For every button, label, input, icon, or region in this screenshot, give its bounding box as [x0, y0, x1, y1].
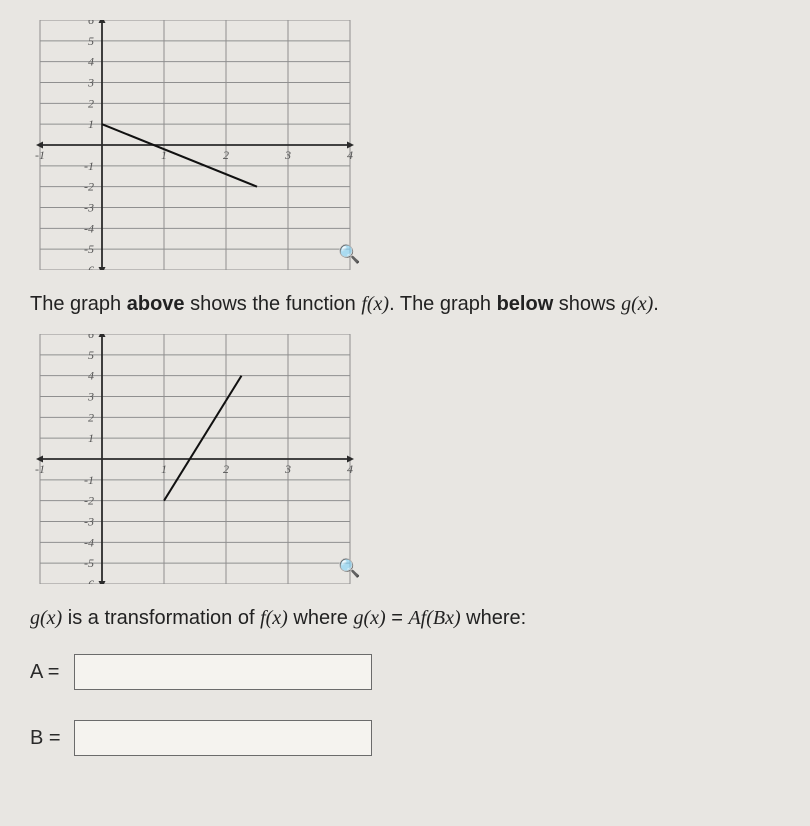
magnify-icon[interactable]: 🔍: [338, 244, 360, 265]
t2-gx: g(x): [30, 607, 62, 629]
svg-text:3: 3: [87, 390, 94, 404]
svg-text:3: 3: [284, 148, 291, 162]
t2-mid1: is a transformation of: [62, 607, 260, 629]
svg-text:-1: -1: [84, 159, 94, 173]
t2-mid2: where: [288, 607, 354, 629]
answer-row-a: A =: [30, 654, 790, 690]
t2-eqrhs: Af(Bx): [408, 607, 460, 629]
svg-text:5: 5: [88, 348, 94, 362]
svg-text:-3: -3: [84, 515, 94, 529]
svg-text:5: 5: [88, 34, 94, 48]
svg-text:2: 2: [88, 96, 94, 110]
svg-text:-2: -2: [84, 494, 94, 508]
svg-text:-4: -4: [84, 221, 94, 235]
chart-f: -11234-6-5-4-3-2-1123456 🔍: [30, 20, 790, 275]
t1-mid: shows the function: [185, 293, 362, 315]
t2-post: where:: [461, 607, 527, 629]
svg-text:4: 4: [88, 55, 94, 69]
svg-text:-2: -2: [84, 180, 94, 194]
a-input[interactable]: [74, 654, 372, 690]
svg-text:4: 4: [88, 369, 94, 383]
svg-text:-4: -4: [84, 535, 94, 549]
a-label: A =: [30, 661, 74, 684]
svg-text:4: 4: [347, 148, 353, 162]
t1-gx: g(x): [621, 293, 653, 315]
svg-text:-1: -1: [35, 462, 45, 476]
svg-text:-1: -1: [35, 148, 45, 162]
t2-eqeq: =: [386, 607, 409, 629]
answer-row-b: B =: [30, 720, 790, 756]
svg-text:2: 2: [223, 462, 229, 476]
t2-eqlhs: g(x): [353, 607, 385, 629]
svg-text:-5: -5: [84, 556, 94, 570]
svg-text:1: 1: [88, 117, 94, 131]
prompt-transformation: g(x) is a transformation of f(x) where g…: [30, 607, 790, 630]
magnify-icon[interactable]: 🔍: [338, 558, 360, 579]
t1-end: .: [653, 293, 659, 315]
t2-fx: f(x): [260, 607, 288, 629]
chart-g: -1 1 2 3 4 -6 -5 -4 -3 -2 -1 1 2 3 4 5 6 🔍: [30, 334, 790, 589]
svg-text:2: 2: [88, 410, 94, 424]
t1-post: shows: [553, 293, 621, 315]
svg-text:-6: -6: [84, 263, 94, 270]
svg-text:6: 6: [88, 334, 94, 341]
t1-bold1: above: [127, 293, 185, 315]
svg-text:6: 6: [88, 20, 94, 27]
prompt-above-below: The graph above shows the function f(x).…: [30, 293, 790, 316]
svg-text:2: 2: [223, 148, 229, 162]
t1-fx: f(x): [361, 293, 389, 315]
svg-text:3: 3: [284, 462, 291, 476]
b-input[interactable]: [74, 720, 372, 756]
chart-f-svg: -11234-6-5-4-3-2-1123456: [30, 20, 360, 270]
svg-text:1: 1: [161, 462, 167, 476]
t1-pre: The graph: [30, 293, 127, 315]
svg-text:3: 3: [87, 76, 94, 90]
svg-text:-5: -5: [84, 242, 94, 256]
svg-text:4: 4: [347, 462, 353, 476]
svg-text:1: 1: [88, 431, 94, 445]
chart-g-svg: -1 1 2 3 4 -6 -5 -4 -3 -2 -1 1 2 3 4 5 6: [30, 334, 360, 584]
svg-text:-6: -6: [84, 577, 94, 584]
svg-text:-1: -1: [84, 473, 94, 487]
b-label: B =: [30, 727, 74, 750]
t1-bold2: below: [497, 293, 554, 315]
t1-mid2: . The graph: [389, 293, 496, 315]
svg-text:-3: -3: [84, 201, 94, 215]
